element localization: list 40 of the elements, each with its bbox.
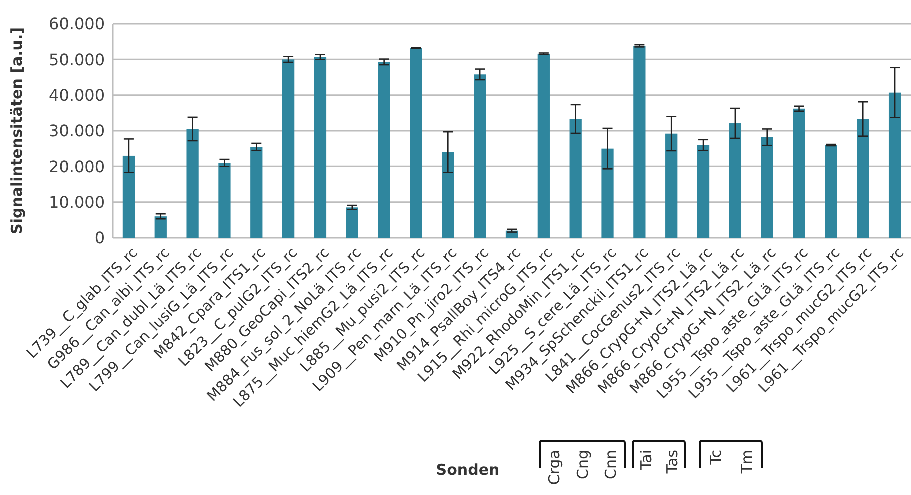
bar [697, 145, 710, 238]
bar [154, 216, 167, 238]
bar [346, 208, 358, 238]
y-tick-label: 10.000 [49, 192, 105, 212]
text: Tas [663, 450, 682, 475]
y-tick-label: 30.000 [49, 122, 105, 141]
bar [282, 60, 295, 238]
bar [666, 134, 678, 238]
text: Crga [545, 450, 564, 486]
bar [570, 119, 582, 238]
text: Cnn [602, 450, 620, 480]
text: Cng [574, 450, 592, 480]
bar [250, 147, 263, 238]
bar [761, 137, 774, 238]
bar [793, 108, 806, 238]
bar [857, 119, 870, 238]
y-tick-label: 0 [94, 228, 105, 248]
bar [474, 74, 486, 238]
y-tick-label: 40.000 [49, 86, 105, 105]
bar [314, 57, 327, 238]
bar [186, 129, 199, 238]
bar [634, 46, 646, 238]
bar [378, 62, 390, 238]
bar [122, 156, 136, 238]
bar [825, 145, 838, 238]
y-tick-label: 50.000 [49, 50, 105, 70]
text: Tai [637, 450, 656, 472]
bar [410, 48, 422, 238]
y-tick-label: 20.000 [49, 157, 105, 176]
bar [442, 152, 454, 238]
x-axis-title: Sonden [436, 461, 500, 479]
text: Tm [738, 450, 756, 475]
y-tick-label: 60.000 [49, 14, 105, 34]
y-axis-title: Signalintensitäten [a.u.] [8, 28, 26, 234]
bar [538, 54, 550, 238]
bar [218, 163, 231, 238]
text: Tc [706, 450, 725, 466]
bar [729, 124, 742, 238]
bar [602, 148, 614, 238]
bar [888, 92, 902, 238]
